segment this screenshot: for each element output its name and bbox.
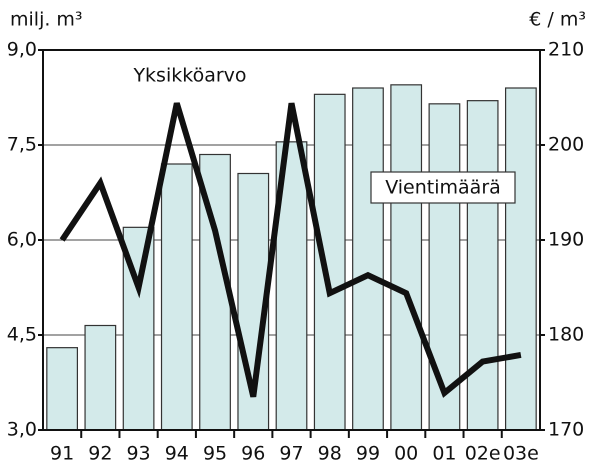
y2-tick-label: 190	[548, 229, 584, 251]
x-tick-label: 00	[394, 443, 418, 465]
y2-tick-label: 180	[548, 324, 584, 346]
x-tick-label: 98	[318, 443, 342, 465]
right-axis-label: € / m³	[529, 9, 586, 31]
x-tick-label: 91	[50, 443, 74, 465]
bar	[466, 100, 499, 431]
line-label: Yksikköarvo	[132, 65, 246, 87]
x-tick-label: 99	[356, 443, 380, 465]
y-tick-label: 3,0	[7, 419, 37, 441]
bar	[313, 93, 346, 431]
x-tick-label: 95	[203, 443, 227, 465]
bar	[504, 87, 537, 431]
x-tick-label: 97	[279, 443, 303, 465]
line	[59, 102, 522, 398]
y-tick-label: 7,5	[7, 134, 37, 156]
x-tick-label: 94	[165, 443, 189, 465]
y2-tick-label: 200	[548, 134, 584, 156]
legend-box	[370, 171, 516, 204]
y2-tick-label: 170	[548, 419, 584, 441]
bar	[390, 84, 423, 431]
bar	[160, 163, 193, 431]
x-tick-label: 03e	[503, 443, 539, 465]
left-axis-label: milj. m³	[10, 9, 83, 31]
x-tick-label: 93	[126, 443, 150, 465]
bar-label: Vientimäärä	[385, 177, 501, 199]
y-tick-label: 9,0	[7, 39, 37, 61]
x-tick-label: 01	[432, 443, 456, 465]
plot-frame	[42, 49, 541, 431]
y-tick-label: 4,5	[7, 324, 37, 346]
bar	[46, 347, 79, 431]
x-tick-label: 96	[241, 443, 265, 465]
y-tick-label: 6,0	[7, 229, 37, 251]
bar	[84, 324, 117, 431]
x-tick-label: 92	[88, 443, 112, 465]
bar	[352, 87, 384, 431]
y2-tick-label: 210	[548, 39, 584, 61]
x-tick-label: 02e	[465, 443, 501, 465]
